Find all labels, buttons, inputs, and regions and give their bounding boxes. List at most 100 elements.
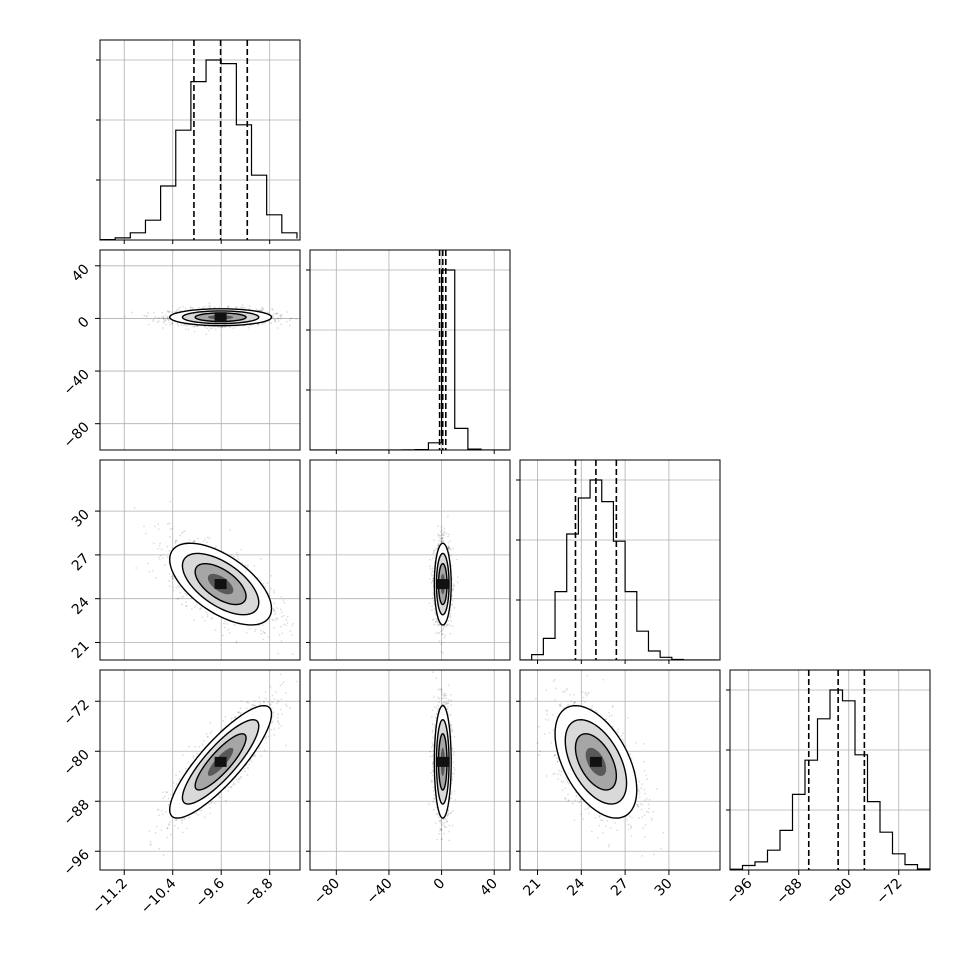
sample-point (286, 311, 289, 314)
sample-point (291, 653, 294, 656)
scatter-panel-0-2 (100, 460, 300, 660)
sample-point (193, 326, 196, 328)
sample-point (275, 312, 278, 315)
sample-point (154, 832, 157, 834)
histogram-panel-3 (726, 669, 931, 871)
sample-point (254, 628, 257, 631)
sample-point (205, 733, 208, 735)
sample-point (205, 333, 207, 336)
sample-point (192, 540, 195, 542)
sample-point (244, 770, 247, 773)
sample-point (441, 629, 444, 632)
sample-point (206, 613, 209, 616)
sample-point (237, 558, 240, 560)
sample-point (223, 326, 226, 329)
sample-point (171, 575, 174, 578)
sample-point (276, 317, 279, 320)
sample-point (253, 700, 256, 703)
sample-point (158, 317, 161, 320)
sample-point (190, 306, 192, 308)
sample-point (437, 544, 439, 547)
sample-point (175, 539, 178, 542)
sample-point (182, 531, 185, 533)
sample-point (218, 796, 221, 799)
sample-point (152, 318, 155, 321)
sample-point (289, 317, 292, 320)
sample-point (290, 634, 293, 637)
sample-point (209, 812, 211, 815)
sample-point (229, 529, 231, 531)
sample-point (204, 619, 206, 622)
sample-point (258, 309, 261, 312)
sample-point (234, 715, 237, 718)
sample-point (276, 720, 279, 722)
sample-point (252, 703, 254, 706)
sample-point (169, 500, 172, 503)
sample-point (230, 786, 233, 789)
sample-point (181, 596, 183, 599)
sample-point (273, 728, 276, 731)
sample-point (264, 737, 267, 740)
sample-point (247, 326, 250, 329)
sample-point (432, 600, 435, 602)
panel-frame (309, 249, 511, 451)
sample-point (185, 324, 188, 327)
sample-point (208, 325, 210, 328)
sample-point (261, 323, 264, 325)
sample-point (209, 327, 212, 330)
sample-point (193, 330, 196, 333)
sample-point (171, 322, 173, 325)
sample-point (234, 306, 237, 309)
sample-point (453, 584, 456, 587)
sample-point (175, 818, 177, 821)
sample-point (284, 703, 287, 706)
sample-point (261, 624, 264, 627)
sample-point (441, 633, 444, 636)
sample-point (274, 613, 277, 615)
sample-point (202, 740, 205, 742)
sample-point (261, 308, 264, 311)
sample-point (285, 692, 287, 694)
sample-point (157, 523, 160, 525)
sample-point (207, 305, 210, 308)
panel-frame (99, 669, 301, 871)
sample-point (147, 323, 150, 326)
sample-point (263, 631, 266, 634)
sample-point (433, 623, 435, 626)
sample-point (274, 318, 276, 321)
sample-point (197, 537, 199, 540)
sample-point (162, 317, 165, 319)
sample-point (182, 595, 185, 598)
sample-point (217, 326, 220, 329)
sample-point (250, 760, 253, 763)
sample-point (279, 684, 282, 687)
sample-point (192, 619, 195, 622)
sample-point (437, 542, 440, 545)
sample-point (223, 620, 226, 623)
sample-point (437, 623, 440, 626)
sample-point (239, 776, 242, 779)
sample-point (248, 628, 251, 630)
sample-point (209, 721, 211, 724)
sample-point (176, 598, 179, 600)
sample-point (234, 783, 236, 786)
sample-point (240, 775, 243, 778)
sample-point (262, 638, 264, 641)
sample-point (204, 325, 207, 328)
sample-point (238, 711, 241, 714)
sample-point (236, 306, 238, 309)
histogram-panel-1 (306, 249, 511, 451)
sample-point (277, 727, 280, 730)
sample-point (168, 321, 171, 324)
sample-point (225, 622, 228, 625)
sample-point (158, 558, 161, 561)
sample-point (248, 305, 251, 308)
sample-point (193, 325, 196, 328)
sample-point (152, 569, 154, 572)
sample-point (143, 314, 146, 317)
sample-point (168, 579, 171, 582)
sample-point (449, 632, 452, 635)
sample-point (281, 615, 283, 618)
sample-point (148, 570, 151, 573)
sample-point (131, 311, 133, 314)
